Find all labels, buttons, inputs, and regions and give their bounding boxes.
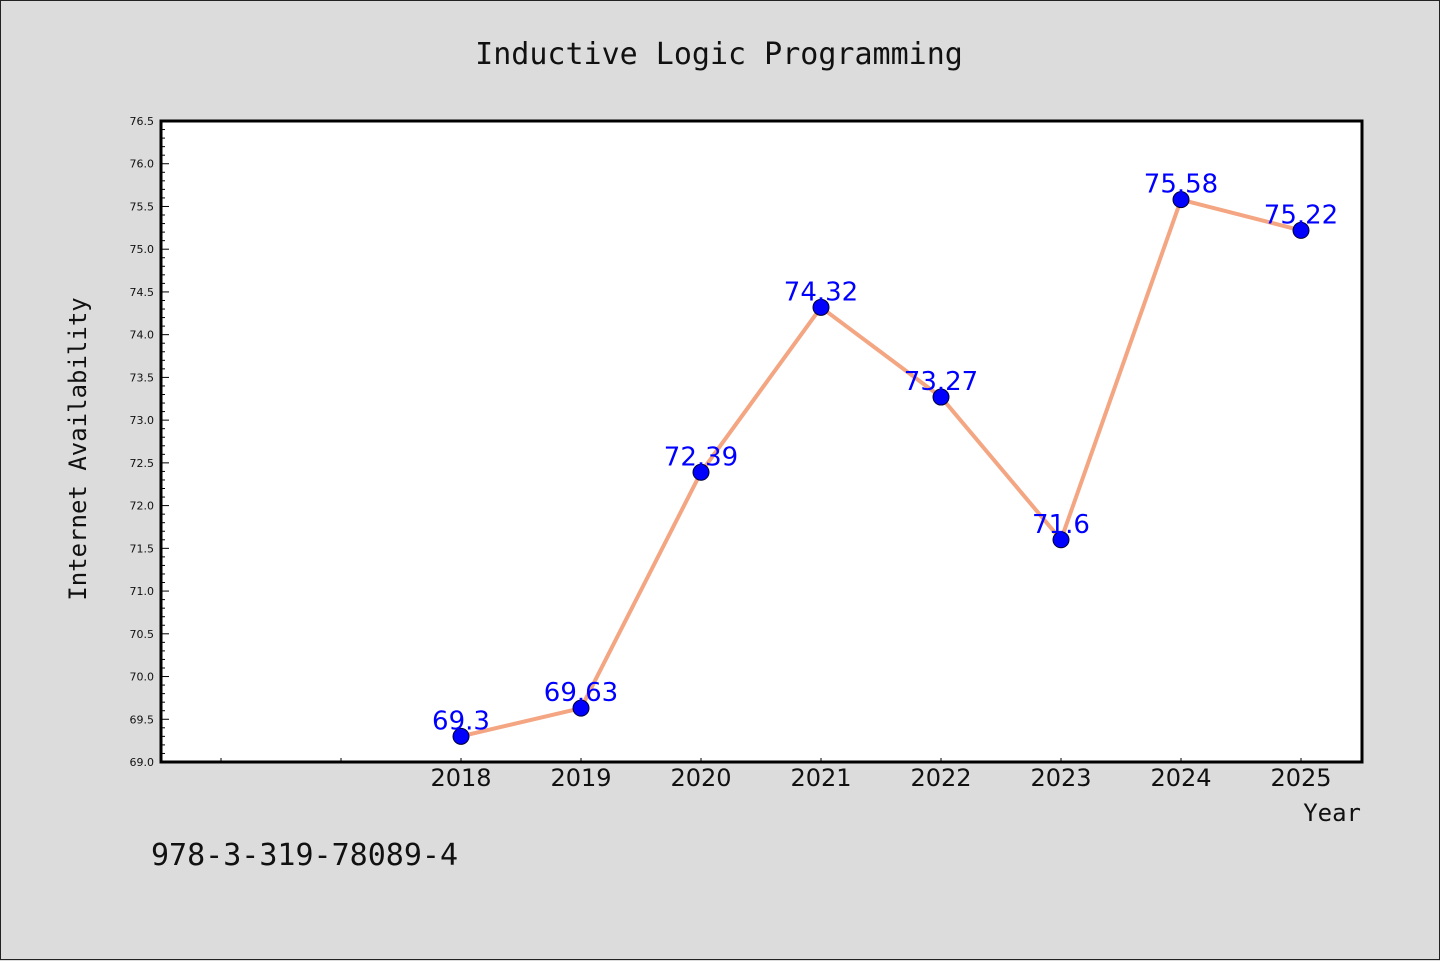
- data-label: 74.32: [784, 277, 858, 307]
- y-tick-label: 72.5: [130, 457, 155, 470]
- y-tick-label: 75.5: [130, 200, 155, 213]
- data-point-marker: [692, 463, 710, 481]
- data-point-marker: [932, 388, 950, 406]
- x-tick-label: 2023: [1030, 764, 1091, 792]
- y-tick-label: 70.5: [130, 628, 155, 641]
- plot-area: [159, 119, 1364, 764]
- series-layer: 69.3 69.63 72.39 74.32 73.27 71.6 75.58 75.22: [432, 170, 1338, 745]
- data-point-marker: [1052, 531, 1070, 549]
- data-point-marker: [1292, 221, 1310, 239]
- y-tick-label: 71.5: [130, 542, 155, 555]
- data-label: 75.22: [1264, 200, 1338, 230]
- series-line: [460, 197, 1302, 739]
- y-tick-label: 72.0: [130, 500, 155, 513]
- y-axis-label: Internet Availability: [64, 297, 92, 600]
- y-tick-label: 69.0: [130, 756, 155, 769]
- y-tick-label: 73.0: [130, 414, 155, 427]
- data-label: 73.27: [904, 367, 978, 397]
- data-point-marker: [452, 727, 470, 745]
- data-label: 72.39: [664, 442, 738, 472]
- x-tick-label: 2021: [790, 764, 851, 792]
- x-tick-label: 2024: [1150, 764, 1211, 792]
- x-tick-label: 2018: [430, 764, 491, 792]
- isbn-label: 978-3-319-78089-4: [151, 838, 458, 873]
- data-point-marker: [1172, 191, 1190, 209]
- y-tick-label: 74.5: [130, 286, 155, 299]
- data-label: 75.58: [1144, 170, 1218, 200]
- y-tick-label: 69.5: [130, 713, 155, 726]
- data-point-marker: [572, 699, 590, 717]
- data-label: 71.6: [1032, 510, 1090, 540]
- y-tick-label: 75.0: [130, 243, 155, 256]
- y-tick-label: 73.5: [130, 371, 155, 384]
- y-tick-label: 70.0: [130, 671, 155, 684]
- x-tick-label: 2020: [670, 764, 731, 792]
- y-tick-label: 74.0: [130, 329, 155, 342]
- data-label: 69.63: [544, 678, 618, 708]
- x-axis-label: Year: [1303, 799, 1361, 827]
- data-label: 69.3: [432, 706, 490, 736]
- y-tick-label: 71.0: [130, 585, 155, 598]
- x-tick-label: 2022: [910, 764, 971, 792]
- y-tick-label: 76.5: [130, 115, 155, 128]
- x-axis: 2018 2019 2020 2021 2022 2023 2024 2025: [220, 758, 1332, 792]
- x-tick-label: 2025: [1270, 764, 1331, 792]
- y-axis: 69.0 69.5 70.0 70.5 71.0 71.5 72.0 72.5 73.0 73.5…: [130, 115, 169, 769]
- y-tick-label: 76.0: [130, 158, 155, 171]
- data-point-marker: [812, 298, 830, 316]
- x-tick-label: 2019: [550, 764, 611, 792]
- chart-title: Inductive Logic Programming: [475, 37, 963, 72]
